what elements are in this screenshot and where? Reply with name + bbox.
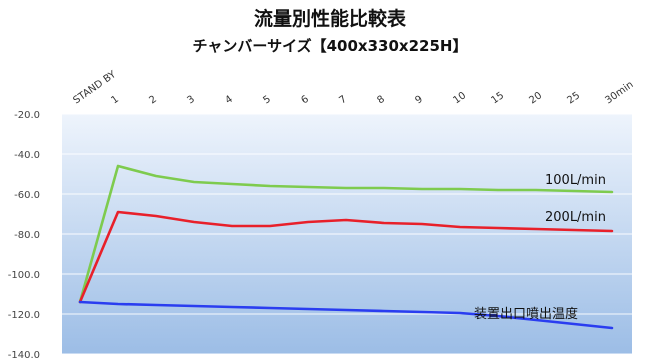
x-tick-label: 10 [451,90,468,106]
x-tick-label: 2 [147,94,159,107]
y-tick-label: -100.0 [8,270,40,281]
series-label-2: 装置出口噴出温度 [474,306,578,322]
x-tick-label: 30min [603,79,635,106]
series-label-1: 200L/min [545,210,606,225]
x-tick-label: 1 [109,94,121,107]
x-tick-label: 3 [185,94,197,107]
x-tick-label: 4 [223,94,235,107]
x-tick-label: 7 [337,94,349,107]
y-tick-label: -140.0 [8,350,40,361]
x-tick-label: 25 [565,90,582,106]
x-tick-label: 20 [527,90,544,106]
x-tick-label: 8 [375,94,387,107]
y-tick-label: -60.0 [14,190,40,201]
y-tick-label: -20.0 [14,110,40,121]
x-tick-label: 6 [299,94,311,107]
series-label-0: 100L/min [545,173,606,188]
series-line-0 [78,164,614,304]
x-tick-label: 15 [489,90,506,106]
x-tick-label: 5 [261,94,273,107]
series-line-1 [78,210,614,304]
y-tick-label: -80.0 [14,230,40,241]
series-line-2 [78,300,614,330]
y-tick-label: -120.0 [8,310,40,321]
chart-title: 流量別性能比較表 [253,8,406,30]
chart-subtitle: チャンバーサイズ【400x330x225H】 [192,37,468,55]
x-tick-label: 9 [413,94,425,107]
y-tick-label: -40.0 [14,150,40,161]
